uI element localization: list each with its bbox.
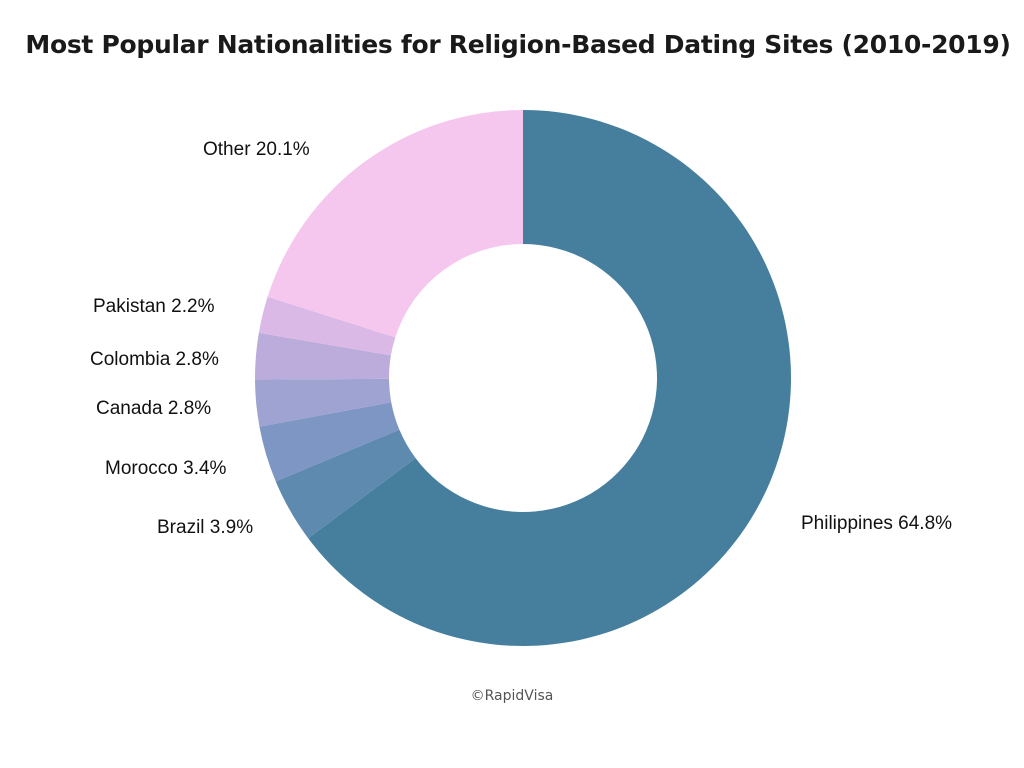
slice-canada	[255, 378, 392, 427]
labels-layer: Philippines 64.8% Brazil 3.9% Morocco 3.4%…	[90, 139, 952, 538]
slice-label-value: 3.9%	[210, 517, 253, 538]
slice-label-value: 2.8%	[168, 398, 211, 419]
slice-label-name: Canada	[96, 398, 168, 419]
credit-text: ©RapidVisa	[470, 688, 554, 704]
slice-label-canada: Canada 2.8%	[96, 398, 211, 419]
slice-label-name: Other	[203, 139, 256, 160]
slice-label-brazil: Brazil 3.9%	[157, 517, 253, 538]
slice-colombia	[255, 332, 391, 380]
slice-label-name: Pakistan	[93, 296, 171, 317]
slice-label-other: Other 20.1%	[203, 139, 310, 160]
slice-label-name: Morocco	[105, 458, 183, 479]
slice-label-name: Colombia	[90, 349, 176, 370]
slice-other	[267, 110, 523, 338]
slice-label-value: 2.2%	[171, 296, 214, 317]
slice-label-name: Brazil	[157, 517, 210, 538]
slice-label-colombia: Colombia 2.8%	[90, 349, 219, 370]
slice-label-pakistan: Pakistan 2.2%	[93, 296, 215, 317]
slice-label-value: 64.8%	[898, 513, 952, 534]
slice-philippines	[308, 110, 791, 646]
chart-title: Most Popular Nationalities for Religion-…	[25, 30, 1011, 59]
slice-pakistan	[258, 296, 396, 356]
slice-label-value: 20.1%	[256, 139, 310, 160]
slice-brazil	[275, 429, 416, 539]
slice-morocco	[259, 402, 400, 482]
slice-label-morocco: Morocco 3.4%	[105, 458, 227, 479]
slice-label-name: Philippines	[801, 513, 898, 534]
slice-label-value: 3.4%	[183, 458, 226, 479]
slice-label-philippines: Philippines 64.8%	[801, 513, 952, 534]
slice-label-value: 2.8%	[176, 349, 219, 370]
slices-layer	[255, 110, 791, 646]
